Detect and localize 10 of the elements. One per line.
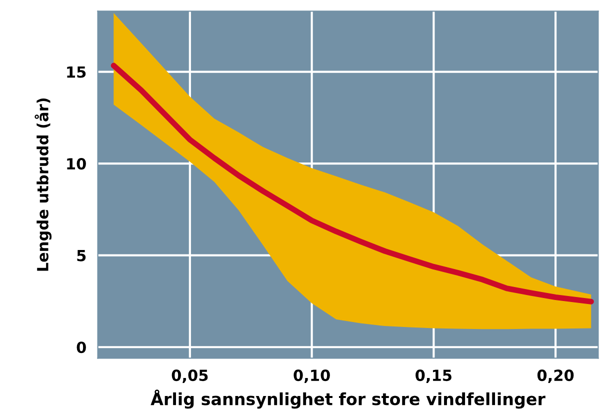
x-tick-label: 0,10: [294, 370, 330, 384]
y-tick-label: 5: [77, 250, 86, 262]
x-tick-label: 0,05: [172, 370, 208, 384]
x-tick-label: 0,20: [537, 370, 574, 384]
x-axis-title: Årlig sannsynlighet for store vindfellinger: [150, 390, 546, 409]
x-tick-label: 0,15: [416, 370, 452, 384]
y-axis-title: Lengde utbrudd (år): [34, 98, 52, 271]
y-tick-label: 0: [76, 342, 86, 354]
y-tick-label: 15: [67, 66, 86, 78]
y-tick-label: 10: [67, 158, 86, 170]
